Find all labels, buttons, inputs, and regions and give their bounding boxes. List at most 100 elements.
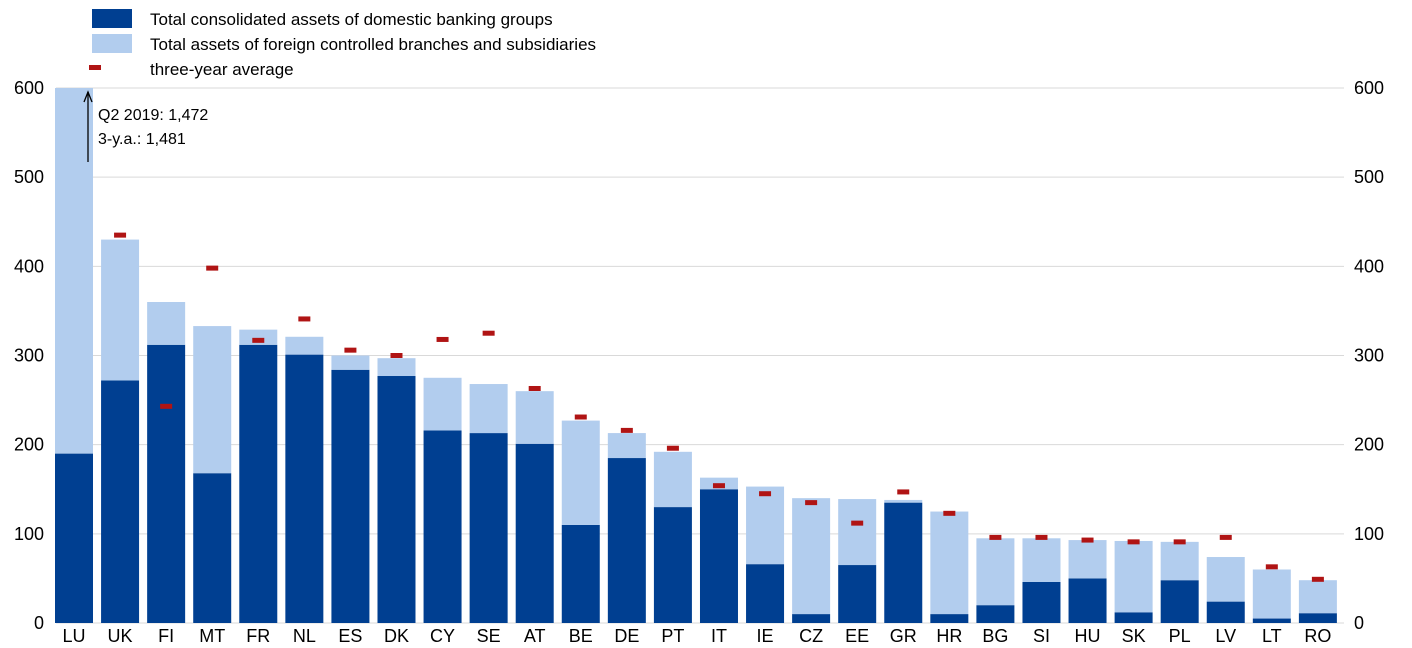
y-tick-label-right: 100 xyxy=(1354,524,1384,544)
three-year-average-marker xyxy=(943,510,956,516)
bar-domestic xyxy=(1206,601,1245,623)
legend-label-foreign: Total assets of foreign controlled branc… xyxy=(150,35,596,54)
three-year-average-marker xyxy=(574,414,587,420)
bar-domestic xyxy=(193,473,232,623)
bar-foreign xyxy=(331,355,370,370)
x-tick-label: SK xyxy=(1122,626,1146,646)
bar-foreign xyxy=(976,538,1015,606)
x-tick-label: DE xyxy=(614,626,639,646)
annotation-arrowhead xyxy=(83,90,93,103)
y-tick-label-right: 0 xyxy=(1354,613,1364,633)
bar-foreign xyxy=(746,486,785,565)
three-year-average-marker xyxy=(666,445,679,451)
x-tick-label: FR xyxy=(246,626,270,646)
x-tick-label: CY xyxy=(430,626,455,646)
x-tick-label: LU xyxy=(62,626,85,646)
three-year-average-marker xyxy=(1265,564,1278,570)
bar-foreign xyxy=(377,358,416,377)
legend-label-three-year-average: three-year average xyxy=(150,60,294,79)
y-tick-label-right: 300 xyxy=(1354,346,1384,366)
three-year-average-marker xyxy=(298,316,311,322)
bar-foreign xyxy=(1068,540,1107,579)
x-tick-label: LV xyxy=(1215,626,1236,646)
y-tick-label-left: 500 xyxy=(14,167,44,187)
bar-foreign xyxy=(515,391,554,444)
x-tick-label: DK xyxy=(384,626,409,646)
three-year-average-marker xyxy=(897,489,910,495)
x-tick-label: ES xyxy=(338,626,362,646)
bars xyxy=(55,88,1337,623)
three-year-average-marker xyxy=(1035,534,1048,540)
bar-domestic xyxy=(1022,581,1061,623)
three-year-average-marker xyxy=(1173,539,1186,545)
x-axis-labels: LU UK FI MT FR NL ES DK CY SE AT BE DE PT IT IE CZ EE GR HR… xyxy=(62,626,1331,646)
three-year-average-marker xyxy=(1081,537,1094,543)
bar-domestic xyxy=(699,489,738,623)
bar-domestic xyxy=(1114,612,1153,623)
bar-domestic xyxy=(101,380,140,623)
three-year-average-marker xyxy=(805,500,818,506)
y-tick-label-left: 200 xyxy=(14,435,44,455)
bar-domestic xyxy=(1160,580,1199,623)
three-year-average-marker xyxy=(252,337,265,343)
x-tick-label: GR xyxy=(890,626,917,646)
y-axis-right: 0 100 200 300 400 500 600 xyxy=(1354,78,1384,633)
three-year-average-markers xyxy=(114,232,1324,582)
three-year-average-marker xyxy=(160,403,173,409)
bar-domestic xyxy=(377,376,416,623)
bar-foreign xyxy=(1298,580,1337,614)
x-tick-label: BG xyxy=(982,626,1008,646)
y-tick-label-right: 600 xyxy=(1354,78,1384,98)
y-tick-label-left: 100 xyxy=(14,524,44,544)
y-axis-left: 0 100 200 300 400 500 600 xyxy=(14,78,44,633)
x-tick-label: SE xyxy=(477,626,501,646)
bar-domestic xyxy=(285,354,324,623)
bar-domestic xyxy=(884,502,923,623)
x-tick-label: IT xyxy=(711,626,727,646)
three-year-average-marker xyxy=(989,534,1002,540)
bar-domestic xyxy=(746,564,785,623)
y-tick-label-left: 400 xyxy=(14,256,44,276)
bar-domestic xyxy=(147,344,186,623)
y-tick-label-left: 0 xyxy=(34,613,44,633)
bar-foreign xyxy=(1252,569,1291,619)
bar-foreign xyxy=(930,511,969,615)
bar-domestic xyxy=(607,458,646,623)
bar-foreign xyxy=(838,499,877,566)
bar-domestic xyxy=(1068,578,1107,623)
three-year-average-marker xyxy=(759,491,772,497)
three-year-average-marker xyxy=(114,232,127,238)
three-year-average-marker xyxy=(712,483,725,489)
bar-domestic xyxy=(653,507,692,623)
bar-domestic xyxy=(561,524,600,623)
bar-foreign xyxy=(423,377,462,431)
bar-domestic xyxy=(331,369,370,623)
three-year-average-marker xyxy=(390,353,403,358)
x-tick-label: PL xyxy=(1169,626,1191,646)
x-tick-label: PT xyxy=(661,626,684,646)
x-tick-label: IE xyxy=(757,626,774,646)
bar-foreign xyxy=(653,451,692,508)
x-tick-label: CZ xyxy=(799,626,823,646)
x-tick-label: HU xyxy=(1075,626,1101,646)
x-tick-label: UK xyxy=(108,626,133,646)
x-tick-label: SI xyxy=(1033,626,1050,646)
bar-domestic xyxy=(55,453,93,623)
three-year-average-marker xyxy=(1311,576,1324,582)
three-year-average-marker xyxy=(1219,534,1232,540)
bar-foreign xyxy=(101,239,140,381)
x-tick-label: RO xyxy=(1304,626,1331,646)
three-year-average-marker xyxy=(482,330,495,336)
three-year-average-marker xyxy=(206,265,219,271)
legend-label-domestic: Total consolidated assets of domestic ba… xyxy=(150,10,553,29)
bar-foreign xyxy=(792,498,831,615)
x-tick-label: HR xyxy=(936,626,962,646)
bar-domestic xyxy=(838,565,877,623)
three-year-average-marker xyxy=(344,347,357,353)
bar-foreign xyxy=(147,302,186,345)
annotation-line-2: 3-y.a.: 1,481 xyxy=(98,131,186,148)
bar-foreign xyxy=(1114,540,1153,613)
bar-domestic xyxy=(1252,618,1291,623)
x-tick-label: EE xyxy=(845,626,869,646)
